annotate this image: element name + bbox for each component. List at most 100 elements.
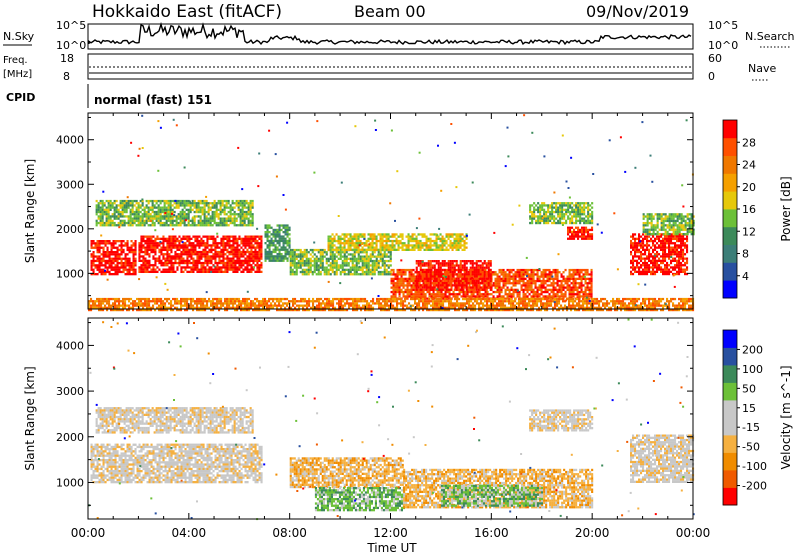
cell-power-9 xyxy=(575,215,578,218)
cell-power-2 xyxy=(131,224,134,227)
cell-power-1 xyxy=(222,235,225,238)
cell-power-2 xyxy=(163,217,166,220)
cpid-value: normal (fast) 151 xyxy=(94,93,212,107)
cell-power-1 xyxy=(220,239,223,243)
cell-power-1 xyxy=(212,255,215,258)
cell-power-1 xyxy=(146,253,149,256)
cell-power-2 xyxy=(113,221,116,225)
cell-power-2 xyxy=(199,202,202,205)
cell-power-4 xyxy=(357,255,360,258)
cell-power-2 xyxy=(139,204,142,207)
cell-power-1 xyxy=(190,237,193,240)
cell-power-2 xyxy=(123,202,126,205)
cell-power-6 xyxy=(538,284,541,287)
cell-power-3 xyxy=(270,233,273,236)
cell-power-7 xyxy=(477,288,480,291)
cell-power-0 xyxy=(90,264,93,267)
cell-power-5 xyxy=(425,242,428,245)
cell-power-1 xyxy=(142,264,145,267)
cell-power-9 xyxy=(549,210,552,214)
cell-power-3 xyxy=(280,228,283,232)
cell-power-2 xyxy=(245,215,248,218)
cell-power-2 xyxy=(247,219,250,222)
cell-power-0 xyxy=(122,248,125,252)
cell-power-8 xyxy=(583,235,586,238)
cell-power-6 xyxy=(396,284,399,287)
cell-power-2 xyxy=(103,224,106,227)
cell-power-5 xyxy=(381,235,384,238)
cell-power-1 xyxy=(180,266,183,269)
cell-power-4 xyxy=(359,255,362,258)
cell-power-6 xyxy=(478,295,481,298)
cell-power-6 xyxy=(552,284,555,287)
cell-power-4 xyxy=(321,253,324,256)
cell-power-6 xyxy=(552,290,555,294)
cell-power-6 xyxy=(518,275,521,278)
cell-power-1 xyxy=(252,250,255,254)
cell-power-3 xyxy=(282,246,285,249)
cell-power-6 xyxy=(498,268,501,272)
cell-power-7 xyxy=(467,260,470,263)
cell-power-1 xyxy=(154,259,157,262)
cell-power-7 xyxy=(465,282,468,285)
cell-power-2 xyxy=(121,219,124,222)
cell-power-0 xyxy=(104,273,107,276)
cell-power-2 xyxy=(213,204,216,207)
cell-power-4 xyxy=(373,264,376,267)
cell-power-4 xyxy=(319,248,322,252)
cell-power-2 xyxy=(107,202,110,205)
cell-power-1 xyxy=(216,268,219,271)
cell-power-1 xyxy=(194,239,197,243)
cell-power-10 xyxy=(634,237,637,240)
cell-power-5 xyxy=(353,248,356,251)
cell-power-2 xyxy=(205,215,208,218)
cell-power-2 xyxy=(139,199,142,203)
cell-power-2 xyxy=(101,204,104,207)
cell-power-2 xyxy=(221,221,224,225)
cell-power-9 xyxy=(553,217,556,220)
cell-power-3 xyxy=(288,250,291,254)
cell-power-1 xyxy=(234,266,237,269)
cell-power-1 xyxy=(218,266,221,269)
cell-power-6 xyxy=(422,288,425,291)
cell-power-4 xyxy=(367,264,370,267)
cell-power-6 xyxy=(530,295,533,298)
cell-power-5 xyxy=(385,239,388,243)
cell-power-5 xyxy=(377,233,380,236)
cell-power-1 xyxy=(168,237,171,240)
cell-power-6 xyxy=(394,277,397,280)
freq-panel xyxy=(87,53,694,80)
cell-power-7 xyxy=(459,271,462,274)
cell-power-6 xyxy=(518,271,521,274)
cell-power-9 xyxy=(557,210,560,214)
cell-power-4 xyxy=(343,257,346,260)
cell-power-5 xyxy=(399,246,402,249)
cell-power-4 xyxy=(321,262,324,265)
cell-power-3 xyxy=(278,242,281,245)
cell-power-6 xyxy=(528,288,531,291)
cell-power-1 xyxy=(236,239,239,243)
cell-power-7 xyxy=(485,288,488,291)
cell-power-6 xyxy=(556,277,559,280)
cell-power-7 xyxy=(447,284,450,287)
cell-power-9 xyxy=(585,202,588,205)
cell-power-7 xyxy=(415,266,418,269)
cell-power-10 xyxy=(632,257,635,260)
cell-power-1 xyxy=(180,239,183,243)
cell-power-6 xyxy=(580,271,583,274)
cell-power-1 xyxy=(210,235,213,238)
cell-power-4 xyxy=(371,259,374,263)
cell-power-2 xyxy=(179,204,182,207)
cell-power-1 xyxy=(220,250,223,254)
cell-power-4 xyxy=(325,273,328,276)
cell-power-4 xyxy=(347,262,350,265)
cell-power-2 xyxy=(133,219,136,222)
cell-power-6 xyxy=(570,286,573,289)
cell-power-1 xyxy=(144,270,147,273)
cell-power-1 xyxy=(256,246,259,249)
cell-power-1 xyxy=(244,266,247,269)
cell-power-7 xyxy=(479,271,482,274)
cell-power-6 xyxy=(504,271,507,274)
cell-power-7 xyxy=(439,286,442,289)
cell-power-10 xyxy=(630,261,633,265)
